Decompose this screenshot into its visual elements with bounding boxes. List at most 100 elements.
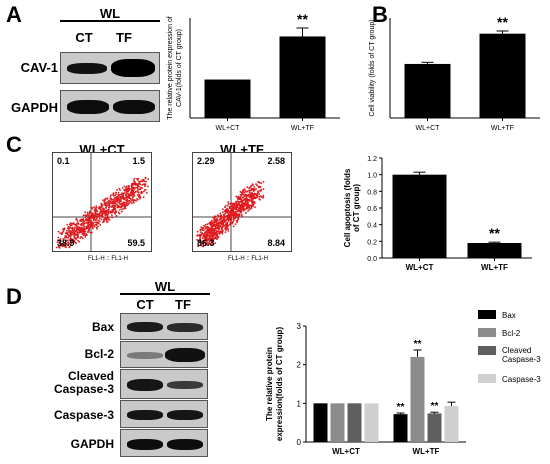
flow-dot (95, 226, 98, 229)
flow-dot (64, 245, 66, 248)
flow-dot (219, 220, 222, 223)
flow-dot (119, 189, 121, 191)
flow-dot (251, 193, 254, 196)
flow-dot (117, 193, 120, 196)
flow1-ur: 1.5 (132, 156, 145, 166)
flow-dot (105, 219, 108, 221)
flow-dot (128, 199, 131, 202)
flow-dot (246, 200, 249, 203)
bar (427, 413, 442, 442)
flow-dot (63, 228, 65, 230)
flow-dot (203, 240, 206, 242)
flow-dot (82, 229, 85, 231)
flow-dot (229, 203, 232, 205)
flow-dot (214, 231, 216, 234)
flow-dot (262, 194, 265, 197)
flow-dot (212, 238, 214, 240)
flow-dot (76, 227, 78, 229)
x-tick-label: WL+TF (491, 125, 514, 132)
flow-dot (123, 207, 125, 210)
flow-dot (112, 202, 115, 205)
flow-dot (75, 237, 77, 239)
flow-dot (213, 223, 216, 226)
flow-dot (223, 220, 226, 223)
flow-dot (232, 208, 235, 211)
flow-dot (235, 195, 238, 198)
significance-mark: ** (497, 14, 508, 30)
flow-dot (108, 204, 111, 207)
flow-dot (123, 203, 125, 206)
flow-dot (83, 227, 85, 230)
flow-dot (133, 180, 136, 183)
flow-dot (69, 239, 71, 242)
panel-d-header: WL (154, 279, 176, 294)
blot-label-gapdh-a: GAPDH (11, 100, 58, 115)
flow-dot (196, 238, 198, 241)
flow-dot (92, 222, 94, 225)
flow-dot (250, 205, 253, 208)
flow-dot (93, 209, 96, 212)
flow-dot (106, 198, 109, 200)
blot-cav1 (60, 52, 160, 84)
flow-dot (130, 194, 133, 197)
flow-dot (233, 204, 236, 207)
flow-dot (85, 222, 88, 224)
flow-dot (104, 216, 107, 219)
flow-dot (240, 198, 243, 201)
flow-dot (139, 188, 142, 191)
flow-dot (59, 244, 62, 247)
x-tick-label: WL+CT (216, 125, 241, 132)
flow-dot (92, 213, 94, 215)
flow-dot (211, 235, 214, 238)
panel-d-header-line (120, 293, 210, 295)
flow-dot (238, 204, 241, 206)
flow-dot (109, 210, 112, 212)
flow-dot (85, 234, 88, 236)
flow-dot (229, 216, 231, 219)
flow-dot (235, 202, 238, 204)
flow-dot (206, 225, 209, 228)
flow-dot (77, 220, 79, 223)
flow-dot (212, 240, 214, 243)
bar (393, 414, 408, 442)
flow-dot (208, 232, 211, 235)
flow-dot (112, 210, 114, 212)
flow-dot (96, 223, 98, 225)
flow-dot (73, 223, 75, 225)
flow-dot (217, 224, 220, 227)
flow-dot (98, 214, 100, 216)
significance-mark: ** (414, 339, 422, 350)
flow-dot (249, 207, 252, 210)
flow-dot (114, 212, 117, 215)
flow-dot (217, 215, 220, 218)
flow-dot (257, 186, 260, 189)
flow-dot (241, 192, 244, 194)
flow-dot (78, 241, 81, 243)
flow-dot (85, 215, 88, 217)
flow-dot (109, 202, 111, 205)
flow-dot (254, 188, 256, 190)
flow-dot (82, 214, 85, 217)
flow-dot (206, 235, 209, 238)
y-tick-label: 0.8 (367, 189, 377, 196)
flow-dot (64, 235, 67, 237)
flow-dot (214, 226, 217, 229)
flow-dot (252, 184, 254, 187)
flow-dot (212, 216, 215, 219)
flow-dot (251, 198, 253, 200)
flow-dot (144, 183, 147, 185)
flow-dot (221, 211, 224, 214)
bar (467, 243, 522, 258)
flow-dot (69, 232, 72, 235)
flow-dot (80, 231, 83, 234)
flow-dot (240, 214, 243, 216)
flow-dot (240, 211, 242, 214)
flow-dot (70, 241, 73, 244)
flow-dot (228, 211, 231, 213)
flow-dot (247, 201, 249, 204)
flow-dot (256, 184, 258, 187)
flow-dot (210, 233, 213, 236)
flow-dot (104, 214, 107, 217)
flow-dot (100, 203, 103, 206)
flow-dot (209, 236, 212, 238)
